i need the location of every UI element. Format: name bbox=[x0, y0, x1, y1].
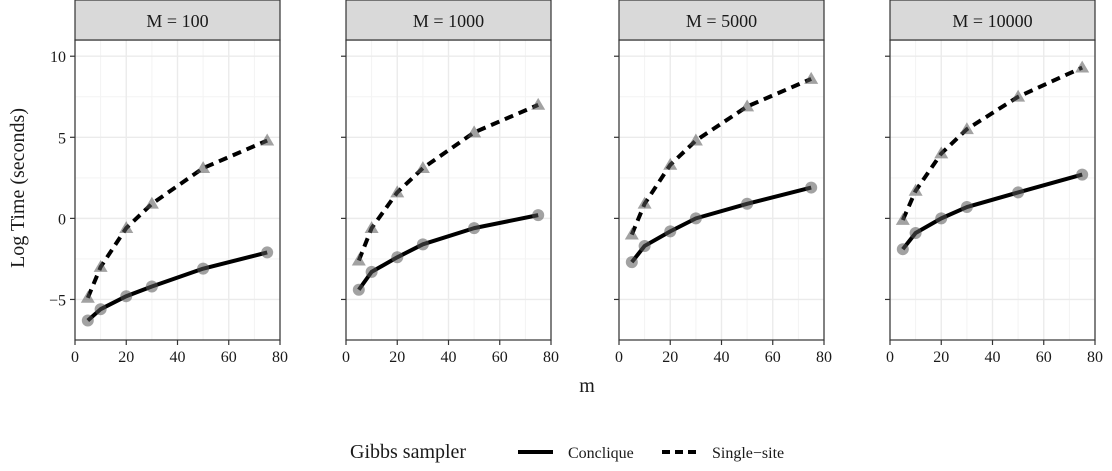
data-point-conclique bbox=[664, 225, 677, 238]
data-point-single-site bbox=[415, 161, 430, 174]
data-point-single-site bbox=[908, 183, 923, 196]
data-point-single-site bbox=[196, 161, 211, 174]
x-tick-label: 0 bbox=[615, 349, 623, 366]
data-point-single-site bbox=[740, 99, 755, 112]
y-tick-label: 5 bbox=[58, 130, 66, 147]
facet-strip-label: M = 5000 bbox=[686, 11, 757, 31]
x-tick-label: 0 bbox=[71, 349, 79, 366]
data-point-conclique bbox=[935, 212, 948, 225]
data-point-conclique bbox=[625, 256, 638, 269]
data-point-conclique bbox=[1076, 168, 1089, 181]
data-point-single-site bbox=[934, 146, 949, 159]
panel-3: M = 5000 0 20 40 60 80 bbox=[614, 0, 832, 366]
x-tick-label: 0 bbox=[886, 349, 894, 366]
legend-label-single-site: Single−site bbox=[712, 445, 784, 462]
data-point-conclique bbox=[638, 239, 651, 252]
x-tick-label: 60 bbox=[221, 349, 237, 366]
legend: Gibbs sampler Conclique Single−site bbox=[350, 441, 784, 463]
x-tick-label: 80 bbox=[816, 349, 832, 366]
data-point-conclique bbox=[909, 226, 922, 239]
data-point-conclique bbox=[261, 246, 274, 259]
x-tick-label: 40 bbox=[441, 349, 457, 366]
data-point-conclique bbox=[94, 303, 107, 316]
data-point-single-site bbox=[260, 133, 275, 146]
x-tick-label: 60 bbox=[492, 349, 508, 366]
facet-strip bbox=[618, 0, 825, 41]
data-point-single-site bbox=[390, 185, 405, 198]
data-point-single-site bbox=[895, 213, 910, 225]
data-point-conclique bbox=[468, 222, 481, 235]
data-point-single-site bbox=[663, 157, 678, 170]
facet-strip-label: M = 100 bbox=[146, 11, 208, 31]
legend-label-conclique: Conclique bbox=[568, 445, 634, 462]
y-tick-label: 0 bbox=[58, 211, 66, 228]
x-tick-label: 40 bbox=[714, 349, 730, 366]
x-tick-label: 80 bbox=[272, 349, 288, 366]
x-tick-label: 40 bbox=[985, 349, 1001, 366]
x-tick-label: 80 bbox=[543, 349, 559, 366]
x-tick-label: 20 bbox=[933, 349, 949, 366]
x-tick-label: 60 bbox=[765, 349, 781, 366]
data-point-conclique bbox=[145, 280, 158, 293]
panel-4: M = 10000 0 20 40 60 80 bbox=[885, 0, 1103, 366]
data-point-single-site bbox=[1075, 60, 1090, 73]
data-point-single-site bbox=[144, 196, 159, 209]
x-tick-label: 20 bbox=[662, 349, 678, 366]
data-point-single-site bbox=[351, 253, 366, 266]
data-point-single-site bbox=[467, 125, 482, 138]
data-point-single-site bbox=[637, 196, 652, 209]
series-line-single-site bbox=[356, 103, 539, 262]
data-point-conclique bbox=[81, 314, 94, 327]
x-tick-label: 20 bbox=[389, 349, 405, 366]
data-point-conclique bbox=[896, 243, 909, 256]
x-tick-label: 40 bbox=[170, 349, 186, 366]
panel-1: M = 100 0 20 40 60 80 −5 0 5 10 bbox=[49, 0, 288, 366]
facet-strip-label: M = 1000 bbox=[413, 11, 484, 31]
y-tick-label: −5 bbox=[49, 292, 66, 309]
data-point-conclique bbox=[689, 212, 702, 225]
series-line-single-site bbox=[629, 77, 812, 236]
data-point-single-site bbox=[804, 71, 819, 84]
facet-strip-label: M = 10000 bbox=[952, 11, 1032, 31]
y-axis-title: Log Time (seconds) bbox=[7, 108, 29, 268]
facet-strip bbox=[345, 0, 552, 41]
data-point-single-site bbox=[624, 227, 639, 240]
x-axis-title: m bbox=[579, 375, 595, 397]
data-point-single-site bbox=[364, 221, 379, 234]
data-point-single-site bbox=[80, 290, 95, 303]
x-tick-label: 60 bbox=[1036, 349, 1052, 366]
panel-2: M = 1000 0 20 40 60 80 bbox=[341, 0, 559, 366]
facet-strip bbox=[74, 0, 281, 41]
data-point-conclique bbox=[352, 283, 365, 296]
series-line-single-site bbox=[85, 138, 268, 299]
data-point-single-site bbox=[119, 221, 134, 234]
data-point-conclique bbox=[197, 262, 210, 275]
data-point-conclique bbox=[416, 238, 429, 251]
data-point-conclique bbox=[805, 181, 818, 194]
data-point-conclique bbox=[1012, 186, 1025, 199]
data-point-single-site bbox=[688, 133, 703, 146]
data-point-single-site bbox=[531, 97, 546, 110]
data-point-conclique bbox=[391, 251, 404, 264]
facet-strip bbox=[889, 0, 1096, 41]
series-line-single-site bbox=[900, 65, 1084, 221]
data-point-single-site bbox=[959, 122, 974, 135]
data-point-single-site bbox=[1011, 89, 1026, 102]
x-tick-label: 80 bbox=[1087, 349, 1103, 366]
y-tick-label: 10 bbox=[50, 49, 66, 66]
data-point-single-site bbox=[93, 260, 108, 272]
data-point-conclique bbox=[365, 265, 378, 278]
data-point-conclique bbox=[120, 290, 133, 303]
x-tick-label: 20 bbox=[118, 349, 134, 366]
data-point-conclique bbox=[741, 197, 754, 210]
data-point-conclique bbox=[532, 209, 545, 222]
legend-title: Gibbs sampler bbox=[350, 441, 466, 463]
data-point-conclique bbox=[960, 201, 973, 214]
x-tick-label: 0 bbox=[342, 349, 350, 366]
